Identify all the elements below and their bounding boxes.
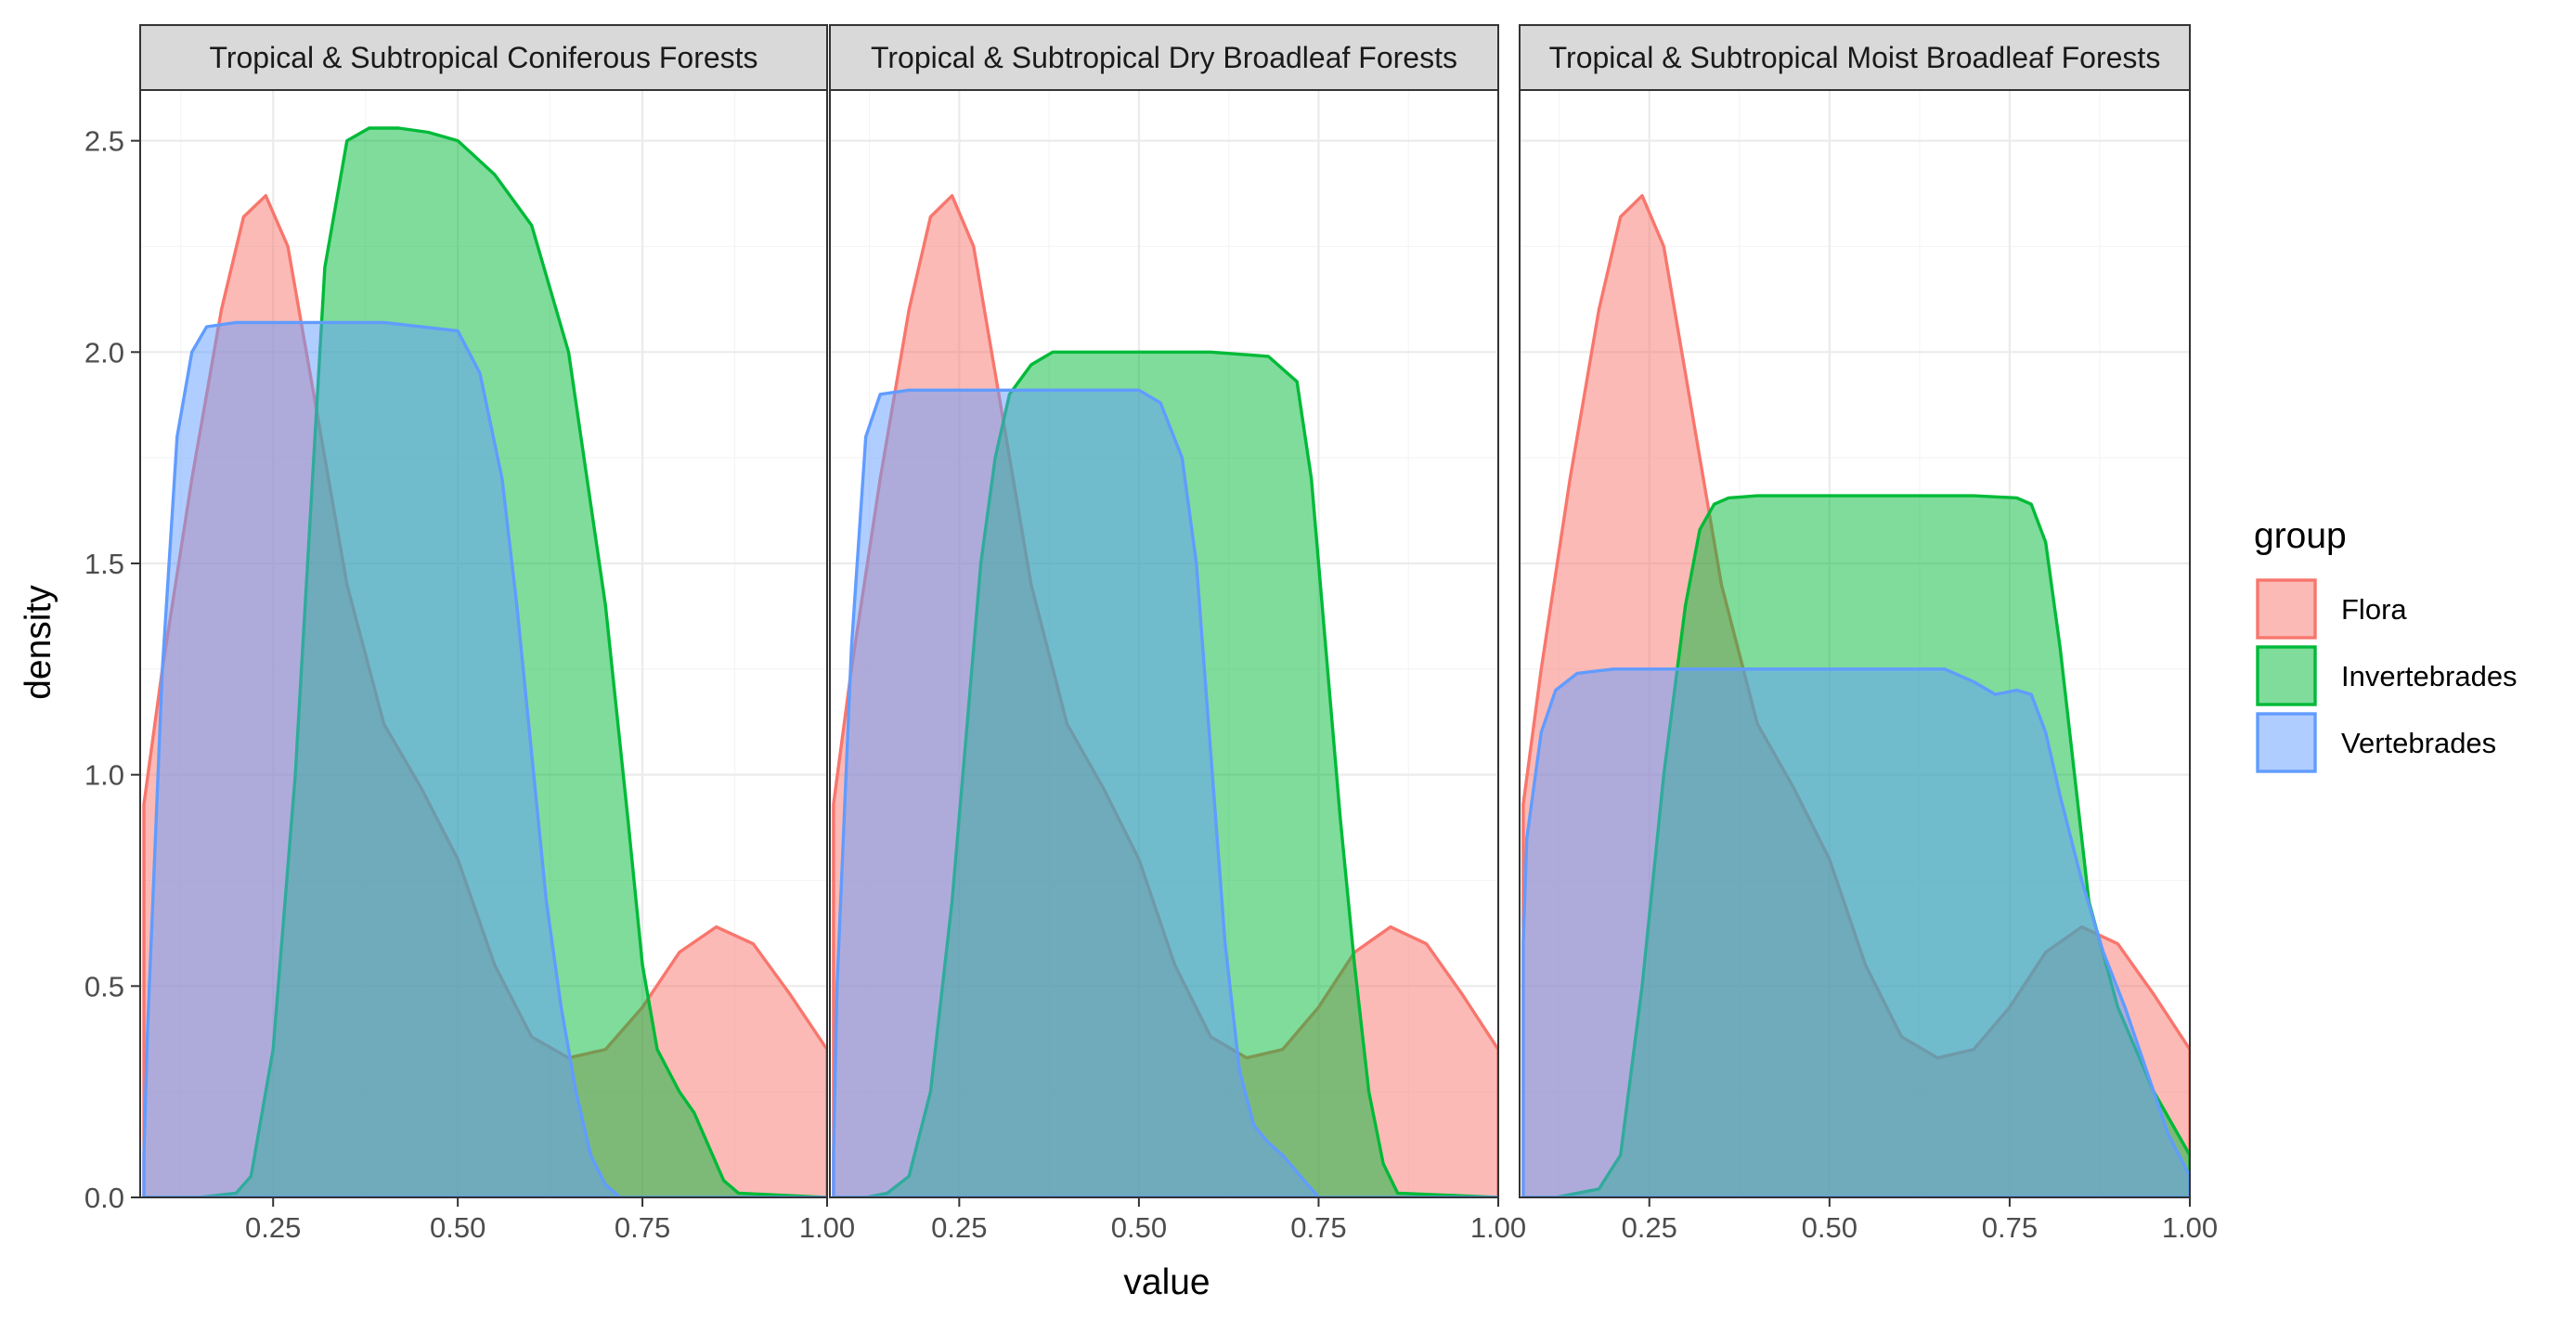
- legend-title: group: [2254, 516, 2347, 556]
- x-tick-label: 1.00: [2162, 1211, 2218, 1244]
- facet-strip: [1519, 24, 2191, 91]
- legend-label-vertebrades: Vertebrades: [2341, 727, 2496, 759]
- x-tick-label: 0.75: [1982, 1211, 2038, 1244]
- legend: group Flora Invertebrades Vertebrades: [2254, 516, 2518, 773]
- y-tick-label: 2.5: [84, 125, 124, 158]
- x-axis-title: value: [1123, 1262, 1210, 1302]
- y-tick-label: 1.5: [84, 548, 124, 580]
- y-tick-label: 1.0: [84, 759, 124, 792]
- x-tick-label: 0.25: [245, 1211, 301, 1244]
- x-tick-label: 0.25: [1622, 1211, 1677, 1244]
- density-area-vertebrades: [1521, 667, 2190, 1197]
- density-areas: [142, 126, 827, 1197]
- facet-title: Tropical & Subtropical Dry Broadleaf For…: [871, 41, 1457, 74]
- facet-title: Tropical & Subtropical Coniferous Forest…: [209, 41, 757, 74]
- legend-key-invertebrades: [2256, 645, 2317, 706]
- facet-strip: [829, 24, 1499, 91]
- facet-panel-3: Tropical & Subtropical Moist Broadleaf F…: [1519, 24, 2218, 1244]
- legend-label-flora: Flora: [2341, 593, 2407, 626]
- y-axis-title: density: [19, 585, 58, 700]
- x-tick-label: 1.00: [1470, 1211, 1526, 1244]
- y-axis: 0.0 0.5 1.0 1.5 2.0 2.5: [84, 125, 140, 1214]
- facet-panels: Tropical & Subtropical Coniferous Forest…: [139, 24, 2218, 1244]
- x-axis: 0.25 0.50 0.75 1.00: [1622, 1197, 2218, 1244]
- x-tick-label: 0.50: [1111, 1211, 1167, 1244]
- y-tick-label: 0.5: [84, 970, 124, 1002]
- density-area-vertebrades: [832, 388, 1498, 1197]
- x-axis: 0.25 0.50 0.75 1.00: [931, 1197, 1526, 1244]
- legend-key-flora: [2256, 578, 2317, 640]
- density-areas: [1521, 194, 2190, 1197]
- x-tick-label: 1.00: [799, 1211, 855, 1244]
- facet-strip: [139, 24, 828, 91]
- facet-panel-1: Tropical & Subtropical Coniferous Forest…: [139, 24, 855, 1244]
- facet-title: Tropical & Subtropical Moist Broadleaf F…: [1549, 41, 2161, 74]
- y-tick-label: 0.0: [84, 1182, 124, 1214]
- x-tick-label: 0.75: [1290, 1211, 1346, 1244]
- x-tick-label: 0.50: [1802, 1211, 1858, 1244]
- x-tick-label: 0.50: [430, 1211, 485, 1244]
- density-areas: [832, 194, 1498, 1197]
- x-axis: 0.25 0.50 0.75 1.00: [245, 1197, 855, 1244]
- x-tick-label: 0.25: [931, 1211, 987, 1244]
- facet-panel-2: Tropical & Subtropical Dry Broadleaf For…: [829, 24, 1526, 1244]
- legend-key-vertebrades: [2256, 712, 2317, 773]
- y-tick-label: 2.0: [84, 336, 124, 369]
- density-area-vertebrades: [142, 320, 827, 1197]
- x-tick-label: 0.75: [615, 1211, 670, 1244]
- legend-label-invertebrades: Invertebrades: [2341, 660, 2518, 692]
